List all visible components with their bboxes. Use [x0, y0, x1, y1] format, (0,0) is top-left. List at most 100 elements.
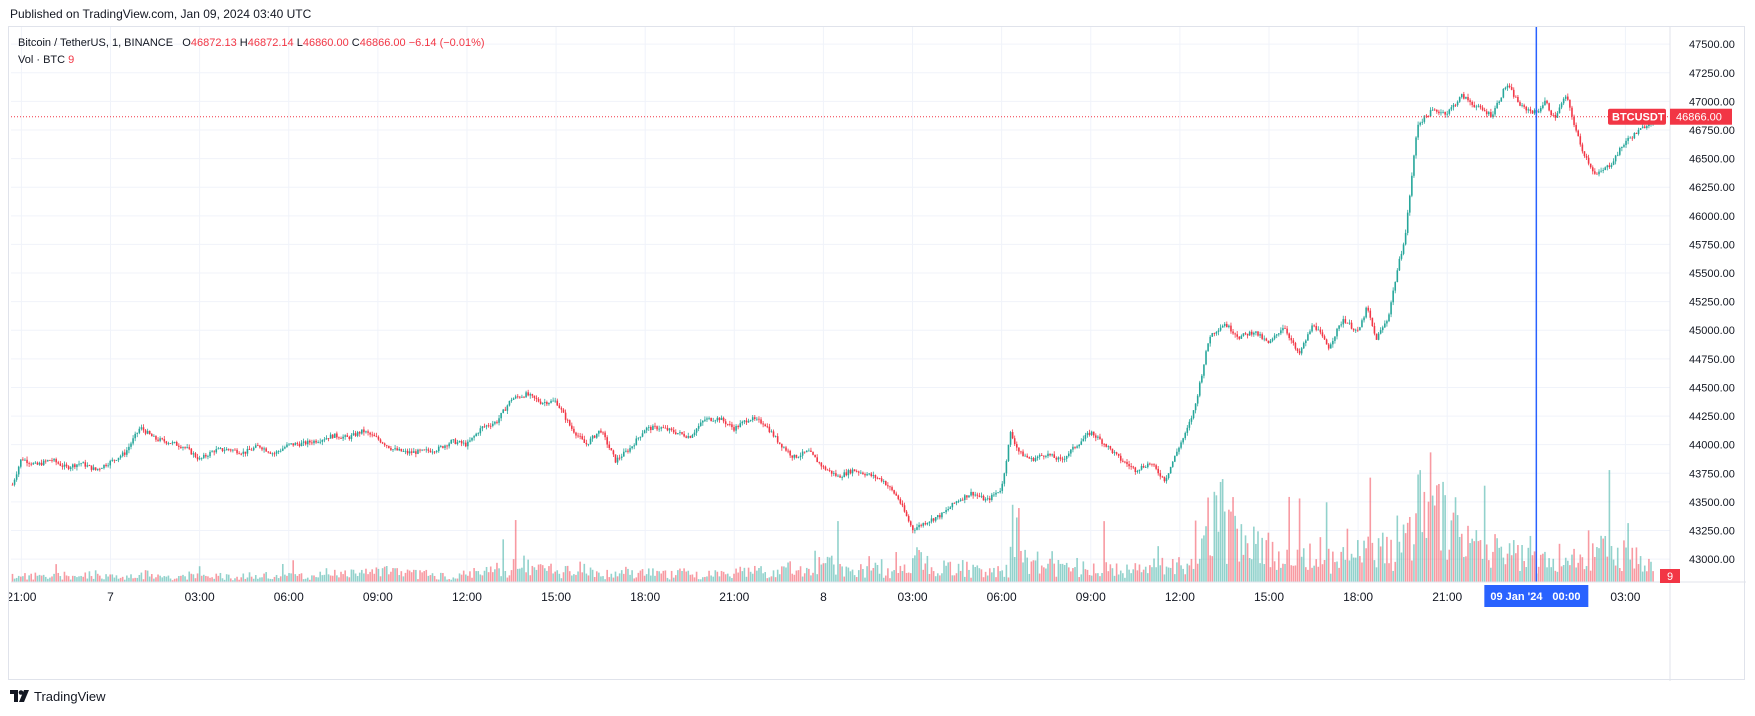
- candle-body: [1109, 446, 1112, 449]
- volume-bar: [1488, 560, 1490, 582]
- volume-bar: [506, 577, 509, 582]
- candle-body: [699, 422, 702, 426]
- candle-body: [1415, 137, 1417, 156]
- volume-bar: [502, 539, 505, 582]
- volume-bar: [111, 574, 114, 582]
- price-chart[interactable]: 43000.0043250.0043500.0043750.0044000.00…: [9, 27, 1746, 681]
- volume-bar: [1136, 570, 1139, 582]
- volume-bar: [109, 574, 112, 582]
- volume-bar: [1492, 551, 1494, 582]
- volume-bar: [943, 560, 945, 582]
- volume-bar: [1490, 567, 1492, 582]
- volume-bar: [504, 571, 507, 582]
- candle-body: [1531, 110, 1534, 114]
- volume-bar: [537, 564, 540, 582]
- volume-bar: [1055, 576, 1058, 582]
- candle-body: [325, 438, 328, 440]
- volume-bar: [837, 521, 839, 582]
- volume-label[interactable]: Vol · BTC: [18, 54, 66, 66]
- volume-bar: [616, 576, 619, 582]
- volume-bar: [1124, 577, 1126, 582]
- volume-bar: [552, 573, 554, 582]
- candle-body: [1581, 144, 1584, 152]
- candle-body: [1267, 340, 1270, 344]
- candle-body: [1078, 444, 1080, 447]
- volume-bar: [1564, 557, 1567, 582]
- volume-bar: [984, 571, 987, 582]
- volume-bar: [666, 577, 669, 582]
- volume-bar: [824, 563, 827, 582]
- volume-bar: [1311, 567, 1313, 582]
- volume-bar: [159, 575, 161, 582]
- volume-bar: [639, 570, 642, 582]
- candle-body: [1072, 446, 1074, 450]
- volume-bar: [918, 550, 920, 582]
- symbol-label[interactable]: Bitcoin / TetherUS, 1, BINANCE: [18, 37, 174, 49]
- volume-bar: [1142, 569, 1145, 582]
- volume-bar: [184, 576, 186, 582]
- candle-body: [612, 450, 615, 455]
- candle-body: [768, 426, 771, 433]
- volume-bar: [1408, 516, 1411, 582]
- candle-body: [1290, 338, 1293, 341]
- candle-body: [1606, 165, 1609, 168]
- candle-body: [346, 435, 349, 437]
- volume-bar: [976, 565, 979, 582]
- candle-body: [1567, 96, 1569, 100]
- volume-bar: [1126, 564, 1128, 582]
- volume-bar: [720, 570, 723, 582]
- open-label: O: [182, 37, 191, 49]
- volume-bar: [431, 573, 434, 582]
- volume-bar: [1477, 541, 1480, 582]
- candle-body: [269, 452, 272, 454]
- volume-bar: [1375, 567, 1378, 582]
- volume-bar: [951, 575, 954, 582]
- volume-bar: [635, 577, 638, 582]
- volume-bar: [1221, 479, 1224, 582]
- candle-body: [1377, 333, 1380, 340]
- candle-body: [1508, 85, 1511, 88]
- volume-bar: [86, 578, 89, 582]
- candle-body: [1020, 451, 1022, 453]
- volume-bar: [1406, 522, 1409, 582]
- candle-body: [101, 468, 103, 469]
- volume-bar: [1011, 504, 1014, 582]
- volume-bar: [153, 578, 155, 582]
- volume-bar: [1265, 540, 1268, 582]
- volume-bar: [325, 568, 328, 582]
- candle-body: [1192, 410, 1195, 419]
- candle-body: [600, 430, 602, 433]
- candle-body: [891, 487, 893, 491]
- candle-body: [1523, 105, 1525, 107]
- volume-bar: [223, 579, 226, 582]
- chart-frame[interactable]: 43000.00 43250.00 43500.00 43750.00 44000.00…: [8, 26, 1746, 681]
- candle-body: [1230, 325, 1232, 332]
- candle-body: [587, 443, 590, 445]
- volume-bar: [450, 579, 453, 582]
- candle-body: [704, 419, 706, 421]
- volume-bar: [729, 576, 731, 582]
- volume-bar: [244, 578, 247, 582]
- candle-body: [936, 515, 939, 518]
- candle-body: [787, 450, 789, 452]
- x-tick-label: 18:00: [1343, 590, 1373, 604]
- volume-bar: [123, 579, 126, 582]
- volume-bar: [331, 575, 334, 582]
- candle-body: [1063, 458, 1066, 460]
- volume-bar: [329, 575, 332, 582]
- volume-bar: [1213, 491, 1216, 582]
- volume-bar: [787, 562, 789, 582]
- candle-body: [502, 409, 505, 413]
- candle-body: [1429, 110, 1432, 117]
- candle-body: [697, 425, 700, 429]
- volume-bar: [1290, 565, 1293, 582]
- volume-bar: [803, 573, 806, 582]
- volume-bar: [1483, 485, 1486, 582]
- volume-bar: [148, 576, 151, 582]
- candle-body: [32, 463, 35, 465]
- candle-body: [824, 466, 827, 470]
- volume-bar: [571, 575, 573, 582]
- volume-bar: [365, 568, 367, 582]
- volume-bar: [805, 567, 808, 582]
- candle-body: [1496, 102, 1498, 109]
